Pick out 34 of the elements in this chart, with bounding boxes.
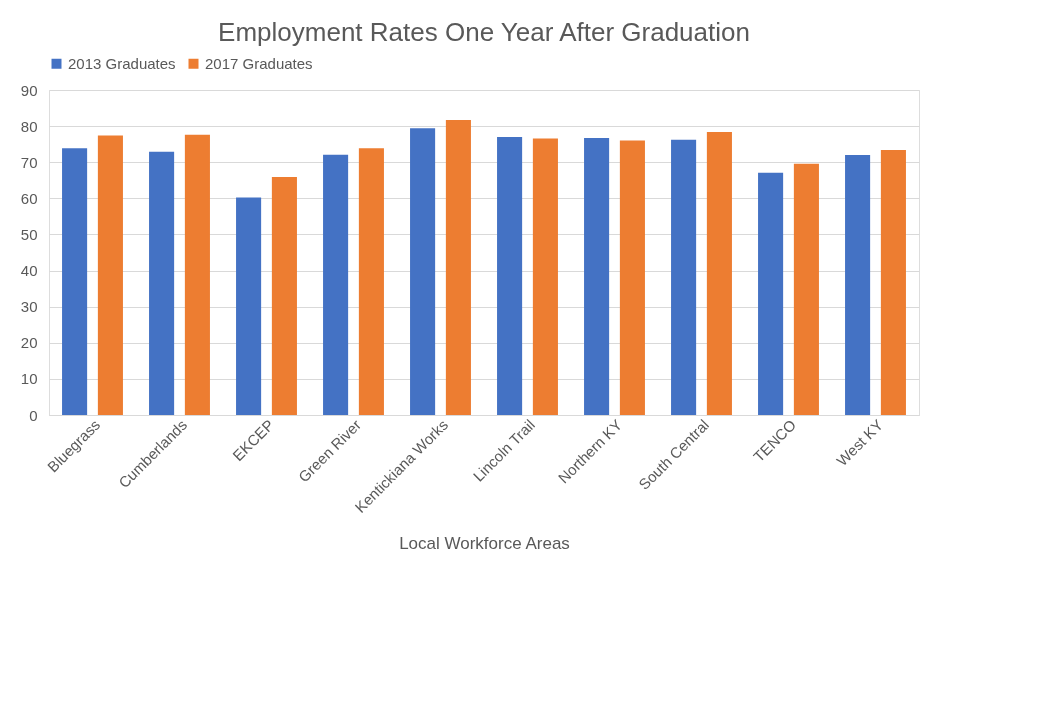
y-tick-label: 10 (20, 370, 38, 388)
x-axis-title: Local Workforce Areas (399, 533, 570, 553)
bar (532, 138, 558, 415)
chart-title: Employment Rates One Year After Graduation (218, 17, 750, 47)
y-tick-label: 80 (20, 117, 38, 135)
bar (758, 172, 784, 415)
bar (584, 138, 610, 415)
bar (445, 119, 471, 415)
bar (793, 163, 819, 415)
y-tick-label: 40 (20, 262, 38, 280)
bar (619, 140, 645, 415)
bar (880, 149, 906, 415)
bar (671, 139, 697, 415)
bar (62, 148, 88, 415)
bar (358, 148, 384, 415)
bar (845, 155, 871, 415)
y-tick-label: 20 (20, 334, 38, 352)
bar (184, 134, 210, 415)
y-tick-label: 0 (29, 406, 38, 424)
legend-label: 2013 Graduates (68, 54, 176, 72)
legend-label: 2017 Graduates (205, 54, 313, 72)
bar (497, 136, 523, 415)
y-tick-label: 90 (20, 81, 38, 99)
y-tick-label: 50 (20, 225, 38, 243)
bar (271, 177, 297, 415)
bar (706, 131, 732, 415)
bar (323, 154, 349, 415)
y-tick-label: 30 (20, 298, 38, 316)
bar (410, 128, 436, 415)
y-tick-label: 60 (20, 189, 38, 207)
bar (236, 197, 262, 415)
bar (97, 135, 123, 415)
bar (149, 151, 175, 415)
y-tick-label: 70 (20, 153, 38, 171)
